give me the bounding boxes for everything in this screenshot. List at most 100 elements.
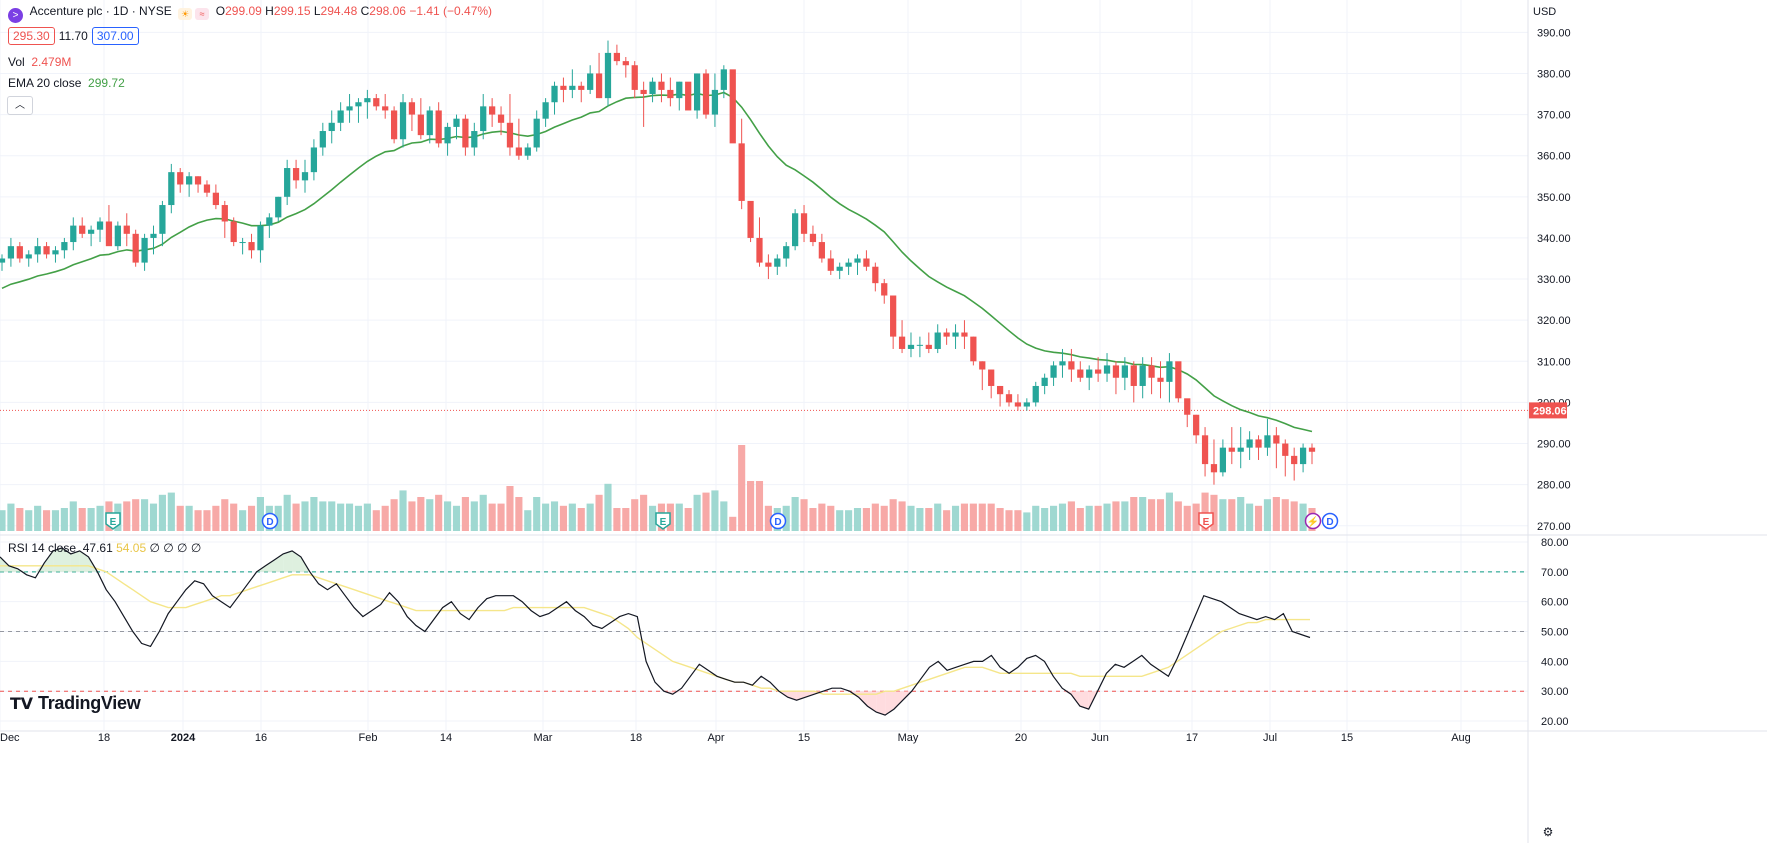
candle-body[interactable] [7, 246, 15, 259]
candle[interactable] [756, 217, 763, 267]
price-axis-label[interactable]: 290.00 [1537, 439, 1571, 451]
candle-body[interactable] [16, 246, 23, 259]
candle-body[interactable] [613, 52, 621, 62]
time-axis[interactable]: Dec 18 2024 16 Feb 14 Mar 18 Apr 15 May 20 Jun 17 Jul 1… [0, 732, 1471, 744]
candle-body[interactable] [489, 106, 496, 115]
candle-body[interactable] [1157, 377, 1164, 382]
candle[interactable] [275, 196, 282, 222]
candle-body[interactable] [560, 85, 567, 90]
candle-body[interactable] [604, 52, 612, 99]
price-axis-label[interactable]: 370.00 [1537, 110, 1571, 122]
candle[interactable] [1273, 427, 1280, 469]
candle[interactable] [1121, 357, 1128, 391]
candle-body[interactable] [961, 332, 968, 337]
candle-body[interactable] [658, 81, 665, 90]
candle-body[interactable] [1103, 365, 1111, 374]
candle-body[interactable] [827, 258, 834, 271]
candle-body[interactable] [587, 73, 594, 90]
earnings-marker-icon[interactable] [105, 512, 121, 530]
candle-body[interactable] [292, 168, 300, 181]
bid-price-box[interactable]: 295.30 [8, 27, 55, 45]
candle[interactable] [16, 242, 23, 263]
candle-body[interactable] [1282, 443, 1289, 456]
candle[interactable] [595, 52, 603, 99]
candle[interactable] [1237, 427, 1244, 469]
candle[interactable] [319, 122, 326, 156]
candle[interactable] [1086, 365, 1093, 391]
candle[interactable] [560, 77, 567, 103]
candle-body[interactable] [934, 332, 941, 349]
time-axis-label[interactable]: Apr [707, 732, 724, 744]
candle[interactable] [177, 168, 184, 193]
candle[interactable] [132, 229, 139, 267]
price-axes[interactable]: 390.00 380.00 370.00 360.00 350.00 340.00 330.… [1529, 27, 1571, 728]
candle-body[interactable] [1050, 365, 1057, 378]
rsi-axis-label[interactable]: 50.00 [1541, 627, 1569, 639]
candle[interactable] [1130, 361, 1137, 403]
candle[interactable] [417, 98, 424, 140]
candle[interactable] [693, 73, 701, 119]
candle[interactable] [890, 295, 897, 349]
candle[interactable] [765, 254, 772, 280]
candle-body[interactable] [595, 73, 603, 99]
candle-body[interactable] [408, 102, 416, 115]
candle[interactable] [729, 69, 736, 144]
candle[interactable] [711, 73, 719, 127]
candle-body[interactable] [480, 106, 487, 132]
candle-body[interactable] [578, 85, 585, 90]
candle[interactable] [248, 233, 255, 259]
candle-body[interactable] [114, 225, 121, 247]
candle[interactable] [471, 122, 478, 156]
candle[interactable] [212, 184, 219, 210]
candle[interactable] [114, 221, 121, 251]
candle[interactable] [720, 65, 727, 99]
candle-body[interactable] [649, 81, 656, 95]
candle-body[interactable] [970, 336, 977, 362]
candle-body[interactable] [1121, 365, 1128, 378]
candle-body[interactable] [836, 266, 843, 271]
candle-body[interactable] [284, 168, 291, 197]
candle-body[interactable] [453, 118, 460, 127]
candle[interactable] [61, 237, 68, 259]
candle-body[interactable] [622, 61, 629, 66]
time-axis-label[interactable]: Jul [1263, 732, 1277, 744]
event-marker[interactable]: E [1198, 512, 1214, 530]
event-marker[interactable]: ⚡ [1304, 512, 1322, 530]
candle[interactable] [390, 106, 398, 144]
candle[interactable] [988, 369, 995, 399]
candle-body[interactable] [792, 213, 799, 247]
candle[interactable] [1264, 418, 1271, 456]
event-marker[interactable]: D [1321, 512, 1339, 530]
candle[interactable] [1201, 427, 1209, 477]
candle-body[interactable] [25, 254, 32, 259]
candle[interactable] [827, 250, 834, 275]
candle-body[interactable] [1273, 435, 1280, 444]
candle-body[interactable] [1014, 402, 1022, 407]
candle-body[interactable] [1068, 361, 1075, 370]
candle-body[interactable] [667, 89, 674, 99]
rsi-axis-label[interactable]: 80.00 [1541, 537, 1569, 549]
candle-body[interactable] [1041, 377, 1048, 386]
candle[interactable] [774, 254, 781, 275]
candle[interactable] [1041, 373, 1048, 395]
ask-price-box[interactable]: 307.00 [91, 27, 139, 45]
candle[interactable] [640, 81, 647, 127]
candle-body[interactable] [1299, 447, 1307, 465]
candle[interactable] [818, 233, 825, 263]
candle[interactable] [898, 320, 906, 354]
candle[interactable] [738, 118, 745, 210]
rsi-axis-label[interactable]: 60.00 [1541, 597, 1569, 609]
candle-body[interactable] [471, 131, 478, 148]
candle[interactable] [658, 73, 665, 103]
candle[interactable] [123, 213, 130, 247]
candle[interactable] [943, 328, 950, 345]
candle[interactable] [444, 122, 451, 156]
candle[interactable] [542, 98, 549, 127]
candle-body[interactable] [266, 217, 273, 226]
candle-body[interactable] [390, 110, 398, 140]
candle-body[interactable] [462, 118, 469, 148]
time-axis-label[interactable]: 20 [1015, 732, 1027, 744]
candle[interactable] [996, 385, 1004, 407]
candle[interactable] [221, 200, 228, 238]
